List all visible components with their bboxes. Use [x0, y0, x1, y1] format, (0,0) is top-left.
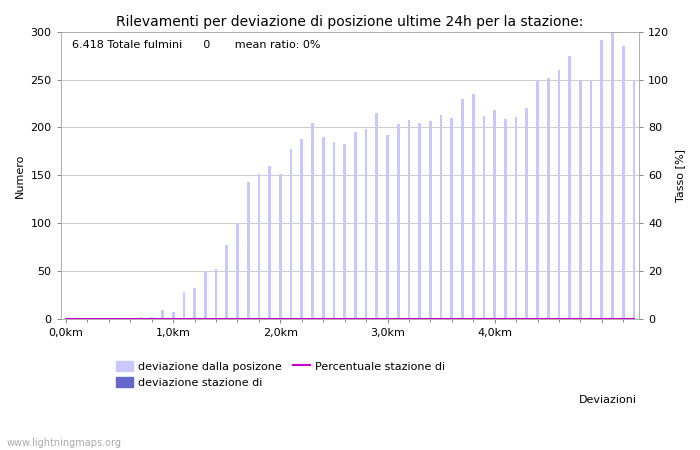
Bar	[589, 81, 592, 319]
Bar	[343, 144, 346, 320]
Bar	[279, 174, 281, 320]
Bar	[215, 270, 218, 320]
Bar	[494, 110, 496, 320]
Title: Rilevamenti per deviazione di posizione ultime 24h per la stazione:: Rilevamenti per deviazione di posizione …	[116, 15, 584, 29]
Bar	[397, 124, 400, 320]
Bar	[601, 40, 603, 320]
Bar	[568, 55, 571, 320]
Text: Deviazioni: Deviazioni	[579, 395, 637, 405]
Bar	[150, 317, 153, 320]
Bar	[375, 113, 378, 320]
Bar	[225, 245, 228, 320]
Text: 6.418 Totale fulmini      0       mean ratio: 0%: 6.418 Totale fulmini 0 mean ratio: 0%	[72, 40, 321, 50]
Bar	[193, 288, 196, 320]
Bar	[236, 223, 239, 320]
Text: www.lightningmaps.org: www.lightningmaps.org	[7, 438, 122, 448]
Bar	[450, 118, 453, 320]
Bar	[472, 94, 475, 320]
Bar	[440, 115, 442, 320]
Bar	[183, 292, 186, 320]
Bar	[322, 137, 325, 320]
Y-axis label: Tasso [%]: Tasso [%]	[675, 149, 685, 202]
Bar	[354, 132, 357, 320]
Bar	[258, 175, 260, 320]
Bar	[579, 80, 582, 319]
Bar	[161, 310, 164, 320]
Bar	[386, 135, 389, 320]
Bar	[514, 117, 517, 320]
Bar	[536, 81, 539, 319]
Y-axis label: Numero: Numero	[15, 153, 25, 198]
Bar	[312, 123, 314, 320]
Bar	[482, 116, 485, 320]
Bar	[407, 120, 410, 320]
Bar	[547, 77, 550, 320]
Bar	[526, 108, 528, 320]
Bar	[172, 312, 174, 320]
Bar	[558, 70, 560, 320]
Bar	[332, 142, 335, 320]
Bar	[365, 130, 368, 320]
Bar	[419, 123, 421, 320]
Bar	[140, 317, 142, 320]
Bar	[300, 139, 303, 320]
Bar	[247, 182, 250, 320]
Bar	[290, 148, 293, 320]
Bar	[633, 80, 636, 319]
Bar	[429, 121, 432, 320]
Bar	[204, 271, 206, 319]
Bar	[504, 119, 507, 320]
Bar	[461, 99, 464, 320]
Legend: deviazione dalla posizone, deviazione stazione di, Percentuale stazione di: deviazione dalla posizone, deviazione st…	[111, 356, 449, 392]
Bar	[622, 46, 624, 319]
Bar	[611, 32, 614, 319]
Bar	[268, 166, 271, 320]
